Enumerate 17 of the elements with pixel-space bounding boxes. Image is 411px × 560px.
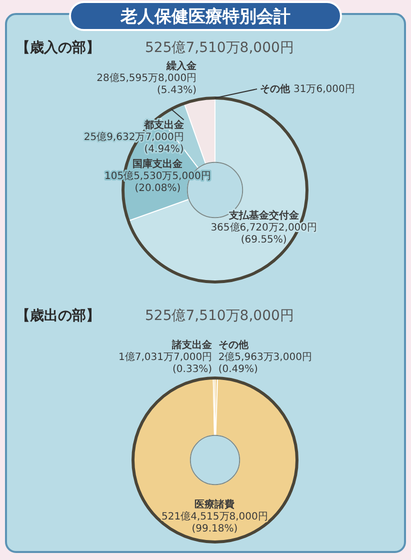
chart-subtitle: 525億7,510万8,000円 — [145, 308, 294, 324]
slice-label: 繰入金 28億5,595万8,000円 — [96, 60, 198, 84]
chart-title: 【歳入の部】 — [16, 39, 100, 56]
data-label: (0.33%) — [172, 364, 212, 375]
slice-label: その他 31万6,000円 — [260, 83, 355, 95]
data-label: (99.18%) — [192, 523, 238, 534]
slice-label: 医療諸費 521億4,515万8,000円 — [162, 498, 268, 522]
chart-subtitle: 525億7,510万8,000円 — [145, 40, 294, 56]
data-label: (69.55%) — [240, 234, 287, 246]
slice-label: その他 2億5,963万3,000円 — [218, 338, 312, 363]
data-label: (4.94%) — [144, 144, 184, 155]
data-label: (0.49%) — [218, 364, 258, 375]
data-label: (20.08%) — [134, 182, 181, 194]
slice-label: 諸支出金 1億7,031万7,000円 — [118, 338, 214, 363]
text: 老人保健医療特別会計 — [120, 7, 290, 27]
data-label: (5.43%) — [157, 84, 197, 96]
chart-title: 【歳出の部】 — [16, 307, 100, 324]
